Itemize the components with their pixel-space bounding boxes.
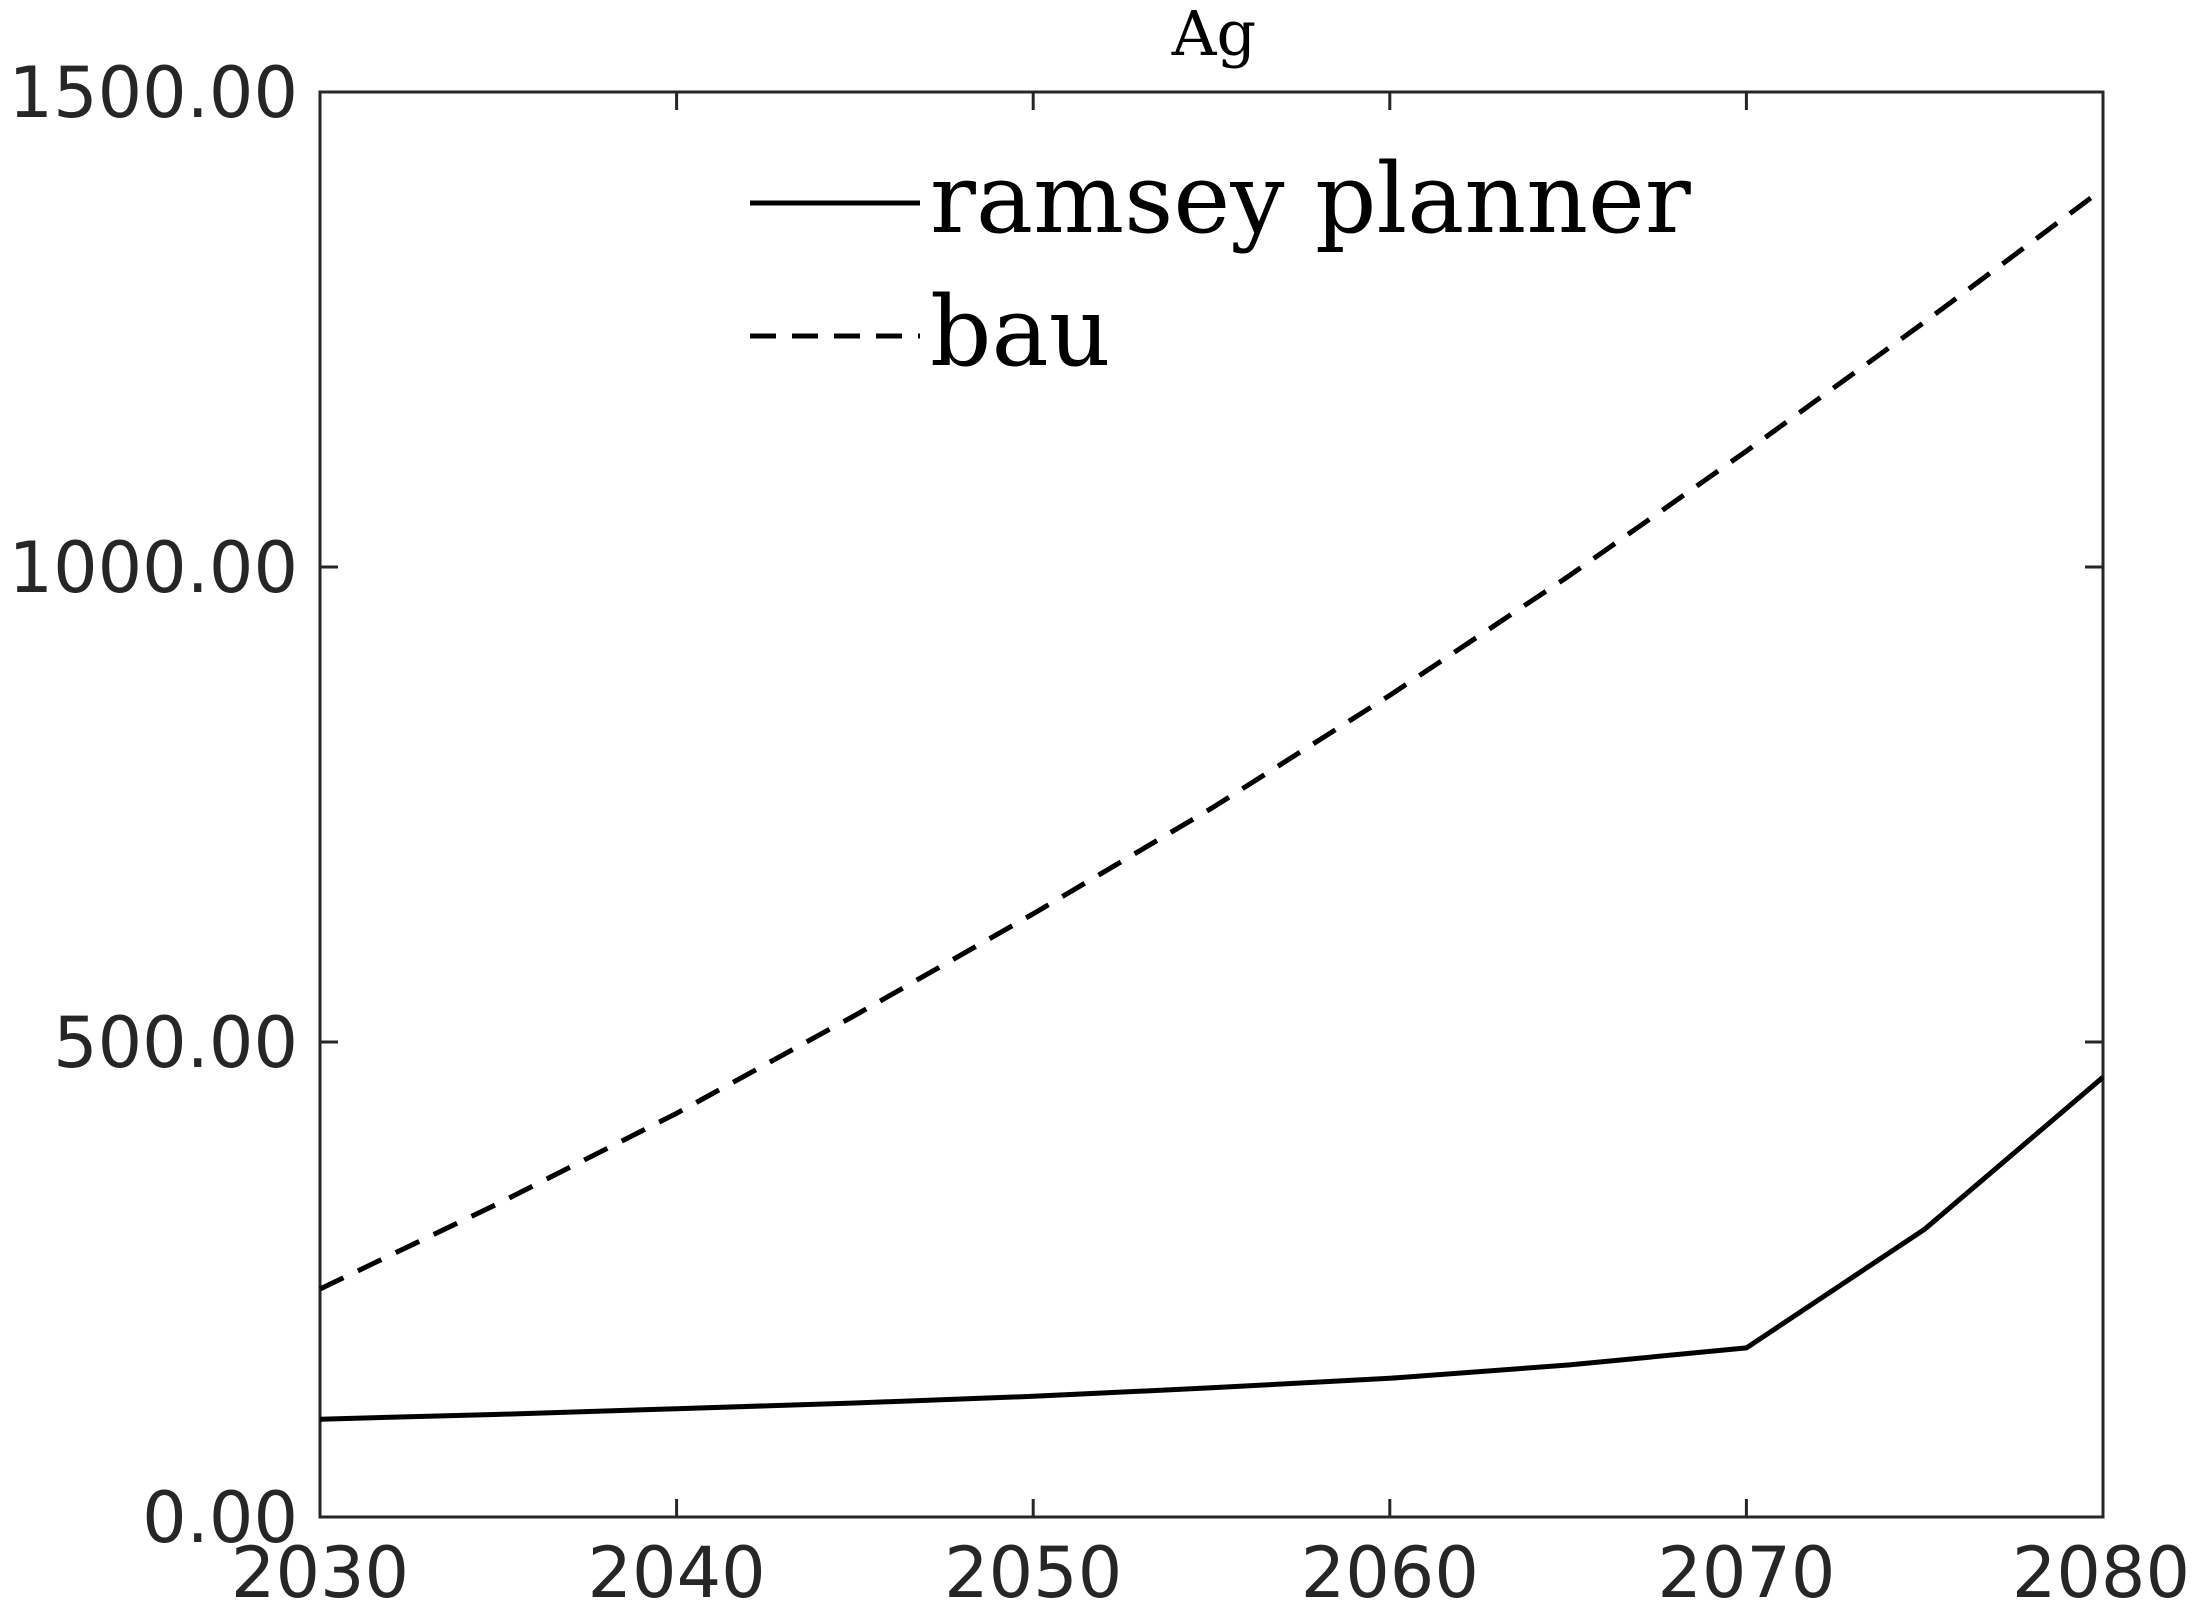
y-tick-label: 0.00: [142, 1477, 298, 1559]
series-line-bau: [318, 186, 2105, 1292]
x-tick-label: 2030: [231, 1532, 409, 1614]
x-tick-label: 2060: [1301, 1532, 1479, 1614]
plot-area-frame: [318, 90, 2105, 1519]
x-tick-label: 2070: [1657, 1532, 1835, 1614]
legend: ramsey planner bau: [750, 143, 1691, 388]
y-tick-label: 1000.00: [9, 527, 298, 609]
legend-label-bau: bau: [930, 276, 1111, 388]
y-tick-label: 1500.00: [9, 52, 298, 134]
chart-title: Ag: [1171, 0, 1256, 70]
x-tick-label: 2050: [944, 1532, 1122, 1614]
series-lines: [318, 186, 2105, 1422]
x-tick-label: 2080: [2012, 1532, 2190, 1614]
legend-label-ramsey-planner: ramsey planner: [930, 143, 1691, 255]
y-tick-label: 500.00: [53, 1002, 298, 1084]
series-line-ramsey-planner: [319, 1075, 2105, 1422]
axis-ticks: 2030 2040 2050 2060 2070 2080 0.00 500.00 1000.0…: [9, 52, 2190, 1614]
x-tick-label: 2040: [588, 1532, 766, 1614]
